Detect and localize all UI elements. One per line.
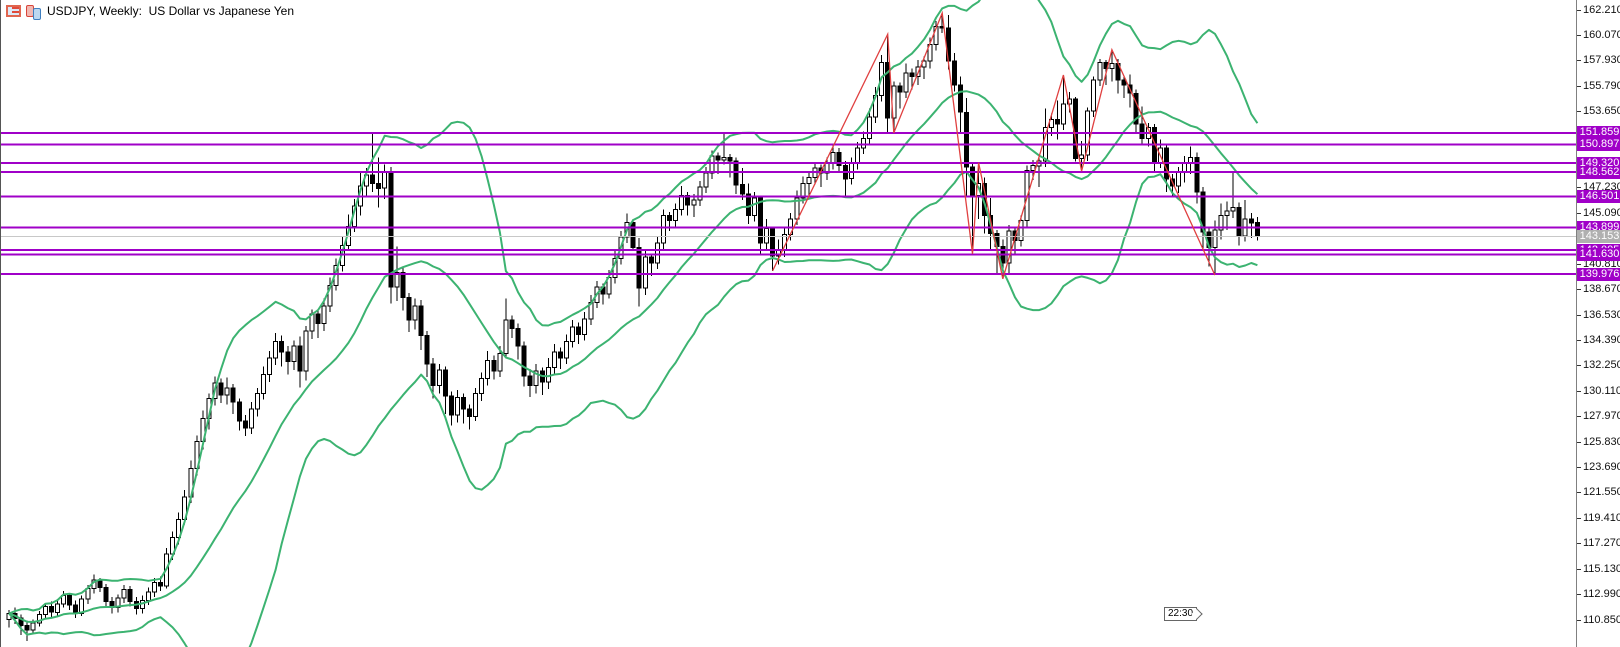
chart-plot-area[interactable] bbox=[1, 0, 1576, 647]
axis-tick-label: 121.550 bbox=[1583, 486, 1620, 499]
axis-tick-label: 132.250 bbox=[1583, 359, 1620, 372]
candles-group bbox=[6, 13, 1260, 641]
chart-header: USDJPY, Weekly: US Dollar vs Japanese Ye… bbox=[6, 4, 295, 20]
axis-tick-label: 119.410 bbox=[1583, 511, 1620, 524]
time-tag-text: 22:30 bbox=[1168, 608, 1194, 619]
level-price-label: 151.859 bbox=[1577, 126, 1620, 140]
bollinger-upper-line bbox=[8, 0, 1259, 615]
level-price-label: 146.501 bbox=[1577, 190, 1620, 204]
axis-tick-mark bbox=[1577, 365, 1581, 367]
axis-tick-mark bbox=[1577, 390, 1581, 392]
axis-tick-mark bbox=[1577, 339, 1581, 341]
chart-canvas[interactable] bbox=[1, 0, 1576, 647]
axis-tick-mark bbox=[1577, 619, 1581, 621]
axis-tick-mark bbox=[1577, 263, 1581, 265]
axis-tick-mark bbox=[1577, 85, 1581, 87]
axis-tick-label: 112.990 bbox=[1583, 588, 1620, 601]
axis-tick-label: 125.830 bbox=[1583, 435, 1620, 448]
bollinger-lower-line bbox=[8, 170, 1258, 647]
axis-tick-label: 138.670 bbox=[1583, 283, 1620, 296]
axis-tick-label: 127.970 bbox=[1583, 410, 1620, 423]
axis-tick-label: 153.650 bbox=[1583, 105, 1620, 118]
axis-tick-mark bbox=[1577, 111, 1581, 113]
quotes-grid-icon bbox=[6, 5, 21, 17]
zigzag-line bbox=[772, 10, 1216, 279]
axis-tick-label: 130.110 bbox=[1583, 384, 1620, 397]
axis-tick-mark bbox=[1577, 314, 1581, 316]
chart-bars-icon bbox=[26, 4, 42, 20]
axis-tick-mark bbox=[1577, 416, 1581, 418]
symbol-title: USDJPY, Weekly: US Dollar vs Japanese Ye… bbox=[47, 4, 295, 18]
level-price-label: 141.630 bbox=[1577, 247, 1620, 261]
level-price-label: 139.976 bbox=[1577, 267, 1620, 281]
axis-tick-mark bbox=[1577, 60, 1581, 62]
axis-tick-label: 134.390 bbox=[1583, 333, 1620, 346]
axis-tick-mark bbox=[1577, 34, 1581, 36]
axis-tick-mark bbox=[1577, 492, 1581, 494]
axis-tick-mark bbox=[1577, 187, 1581, 189]
blue-bar-glyph bbox=[33, 7, 41, 20]
level-lines-group bbox=[1, 131, 1576, 276]
axis-tick-mark bbox=[1577, 9, 1581, 11]
axis-tick-label: 157.930 bbox=[1583, 54, 1620, 67]
level-price-label: 150.897 bbox=[1577, 137, 1620, 151]
axis-tick-mark bbox=[1577, 568, 1581, 570]
axis-tick-label: 136.530 bbox=[1583, 308, 1620, 321]
axis-tick-label: 123.690 bbox=[1583, 461, 1620, 473]
axis-tick-mark bbox=[1577, 517, 1581, 519]
current-price-label: 143.153 bbox=[1577, 229, 1620, 243]
axis-tick-mark bbox=[1577, 441, 1581, 443]
axis-tick-mark bbox=[1577, 467, 1581, 468]
axis-tick-label: 160.070 bbox=[1583, 28, 1620, 41]
level-price-label: 148.562 bbox=[1577, 165, 1620, 179]
price-axis[interactable]: 162.210160.070157.930155.790153.650151.5… bbox=[1576, 0, 1620, 647]
axis-tick-label: 110.850 bbox=[1583, 613, 1620, 626]
axis-tick-mark bbox=[1577, 594, 1581, 596]
axis-tick-mark bbox=[1577, 289, 1581, 291]
axis-tick-mark bbox=[1577, 543, 1581, 545]
axis-tick-mark bbox=[1577, 212, 1581, 214]
axis-tick-label: 155.790 bbox=[1583, 79, 1620, 92]
time-tag: 22:30 bbox=[1164, 607, 1203, 621]
bollinger-middle-line bbox=[8, 90, 1259, 623]
axis-tick-label: 115.130 bbox=[1583, 562, 1620, 575]
axis-tick-label: 162.210 bbox=[1583, 3, 1620, 16]
axis-tick-label: 117.270 bbox=[1583, 537, 1620, 550]
axis-tick-label: 145.090 bbox=[1583, 206, 1620, 219]
